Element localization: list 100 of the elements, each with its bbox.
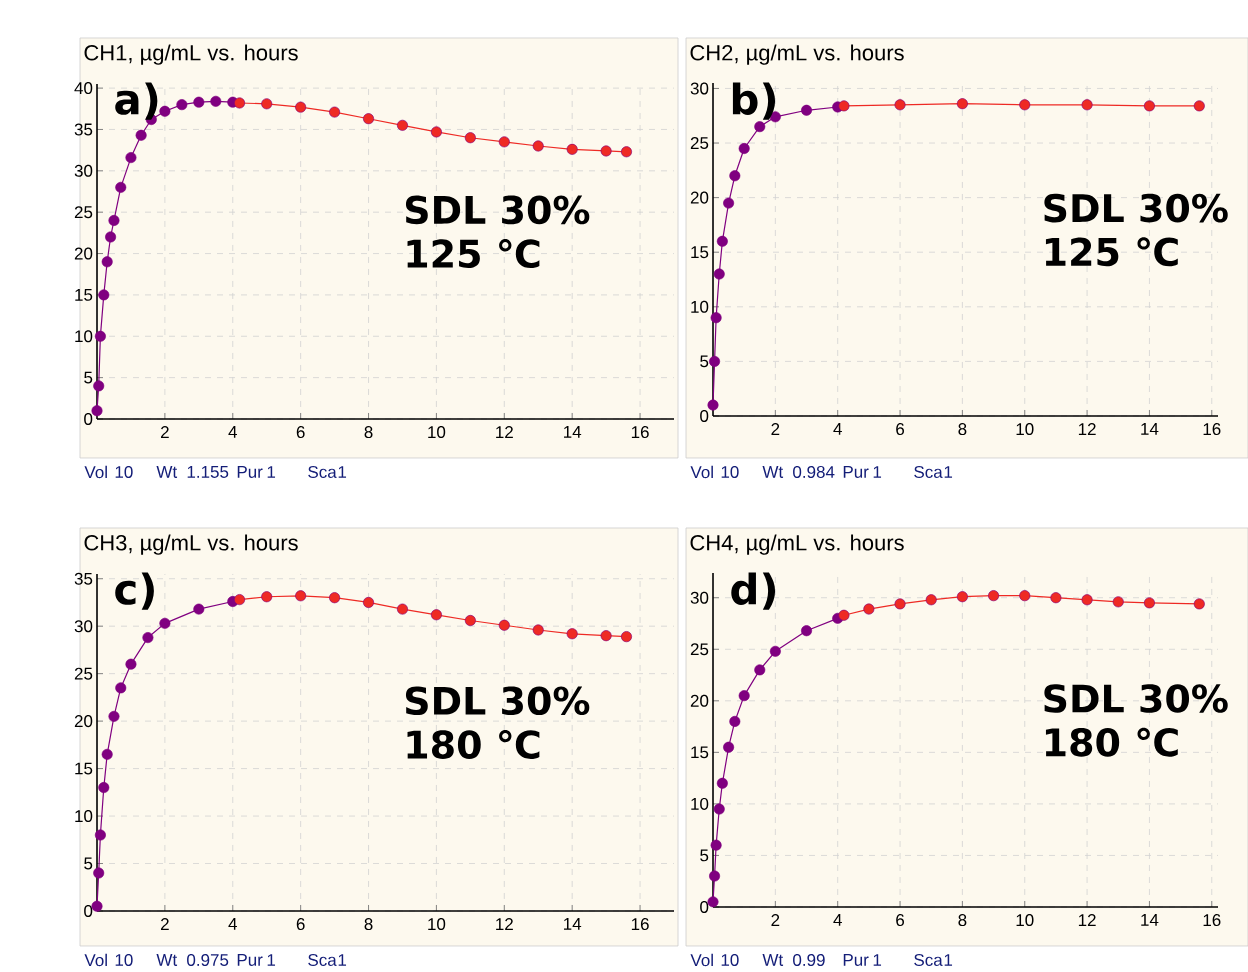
y-tick-label: 15 <box>75 288 93 301</box>
y-tick-label: 35 <box>74 572 93 585</box>
point <box>210 95 222 107</box>
y-tick-label: 10 <box>691 300 709 313</box>
point <box>956 591 968 603</box>
chart-title: CH4, µg/mL vs. hours <box>690 534 904 555</box>
y-tick-label: 5 <box>700 355 709 368</box>
chart-title: CH2, µg/mL vs. hours <box>690 44 904 65</box>
point <box>464 132 476 144</box>
point <box>234 97 246 109</box>
point <box>925 594 937 606</box>
point <box>566 143 578 155</box>
point <box>363 113 375 125</box>
annotation: SDL 30% <box>405 686 590 716</box>
point <box>716 235 728 247</box>
x-tick-label: 8 <box>958 423 967 436</box>
point <box>723 741 735 753</box>
y-tick-label: 20 <box>690 191 709 204</box>
x-tick-label: 2 <box>161 918 169 930</box>
text: 0.975 <box>187 953 229 966</box>
x-tick-label: 4 <box>833 423 842 435</box>
text: Vol <box>690 465 713 479</box>
point <box>91 900 103 912</box>
y-tick-label: 0 <box>84 412 93 425</box>
point <box>1050 592 1062 604</box>
point <box>713 268 725 280</box>
point <box>135 129 147 141</box>
point <box>430 609 442 621</box>
y-tick-label: 25 <box>690 643 709 656</box>
annotation: 125 ℃ <box>1045 237 1178 267</box>
y-tick-label: 15 <box>691 746 709 759</box>
y-tick-label: 10 <box>75 330 93 343</box>
point <box>754 121 766 133</box>
x-tick-label: 14 <box>564 918 582 930</box>
annotation: b) <box>732 82 776 120</box>
point <box>894 99 906 111</box>
x-tick-label: 2 <box>771 914 780 926</box>
y-tick-label: 25 <box>74 667 93 680</box>
point <box>98 782 110 794</box>
point <box>498 619 510 631</box>
point <box>710 312 722 324</box>
text: 1 <box>873 954 882 966</box>
point <box>464 614 476 626</box>
point <box>396 603 408 615</box>
point <box>93 380 105 392</box>
point <box>709 355 721 367</box>
text: 1 <box>267 954 276 966</box>
y-tick-label: 30 <box>74 164 93 177</box>
point <box>1143 597 1155 609</box>
text: 1 <box>338 954 347 966</box>
point <box>754 664 766 676</box>
y-tick-label: 15 <box>691 246 709 259</box>
point <box>801 625 813 637</box>
y-tick-label: 5 <box>84 371 93 384</box>
point <box>738 142 750 154</box>
point <box>193 96 205 108</box>
point <box>94 829 106 841</box>
text: Vol <box>690 953 713 967</box>
x-tick-label: 14 <box>1141 914 1159 926</box>
text: Pur <box>237 466 263 478</box>
point <box>125 658 137 670</box>
point <box>1081 594 1093 606</box>
text: Sca <box>308 953 337 966</box>
x-tick-label: 2 <box>771 423 780 435</box>
text: Vol <box>84 465 107 479</box>
x-tick-label: 10 <box>428 426 446 439</box>
point <box>713 803 725 815</box>
x-tick-label: 6 <box>296 918 305 931</box>
y-tick-label: 25 <box>74 206 93 219</box>
x-tick-label: 16 <box>631 918 649 931</box>
x-tick-label: 4 <box>833 914 842 926</box>
y-tick-label: 10 <box>691 797 709 810</box>
x-tick-label: 10 <box>1016 914 1034 927</box>
text: 0.984 <box>793 465 835 478</box>
x-tick-label: 12 <box>1078 423 1096 435</box>
point <box>838 100 850 112</box>
x-tick-label: 6 <box>896 914 905 927</box>
text: Pur <box>843 466 869 478</box>
x-tick-label: 12 <box>1078 914 1096 926</box>
point <box>329 106 341 118</box>
chart-title: CH3, µg/mL vs. hours <box>84 534 298 555</box>
x-tick-label: 16 <box>1203 914 1221 927</box>
text: 10 <box>721 953 739 966</box>
x-tick-label: 14 <box>564 426 582 438</box>
point <box>894 598 906 610</box>
y-tick-label: 30 <box>74 620 93 633</box>
point <box>707 399 719 411</box>
point <box>108 214 120 226</box>
point <box>600 145 612 157</box>
point <box>329 592 341 604</box>
chart-title: CH1, µg/mL vs. hours <box>84 44 298 65</box>
text: 1 <box>267 466 276 478</box>
annotation: SDL 30% <box>1044 684 1228 713</box>
point <box>863 603 875 615</box>
x-tick-label: 14 <box>1141 423 1159 435</box>
point <box>1112 596 1124 608</box>
x-tick-label: 8 <box>364 426 373 439</box>
point <box>1193 100 1205 112</box>
text: Wt <box>762 466 784 478</box>
text: Pur <box>843 954 869 966</box>
